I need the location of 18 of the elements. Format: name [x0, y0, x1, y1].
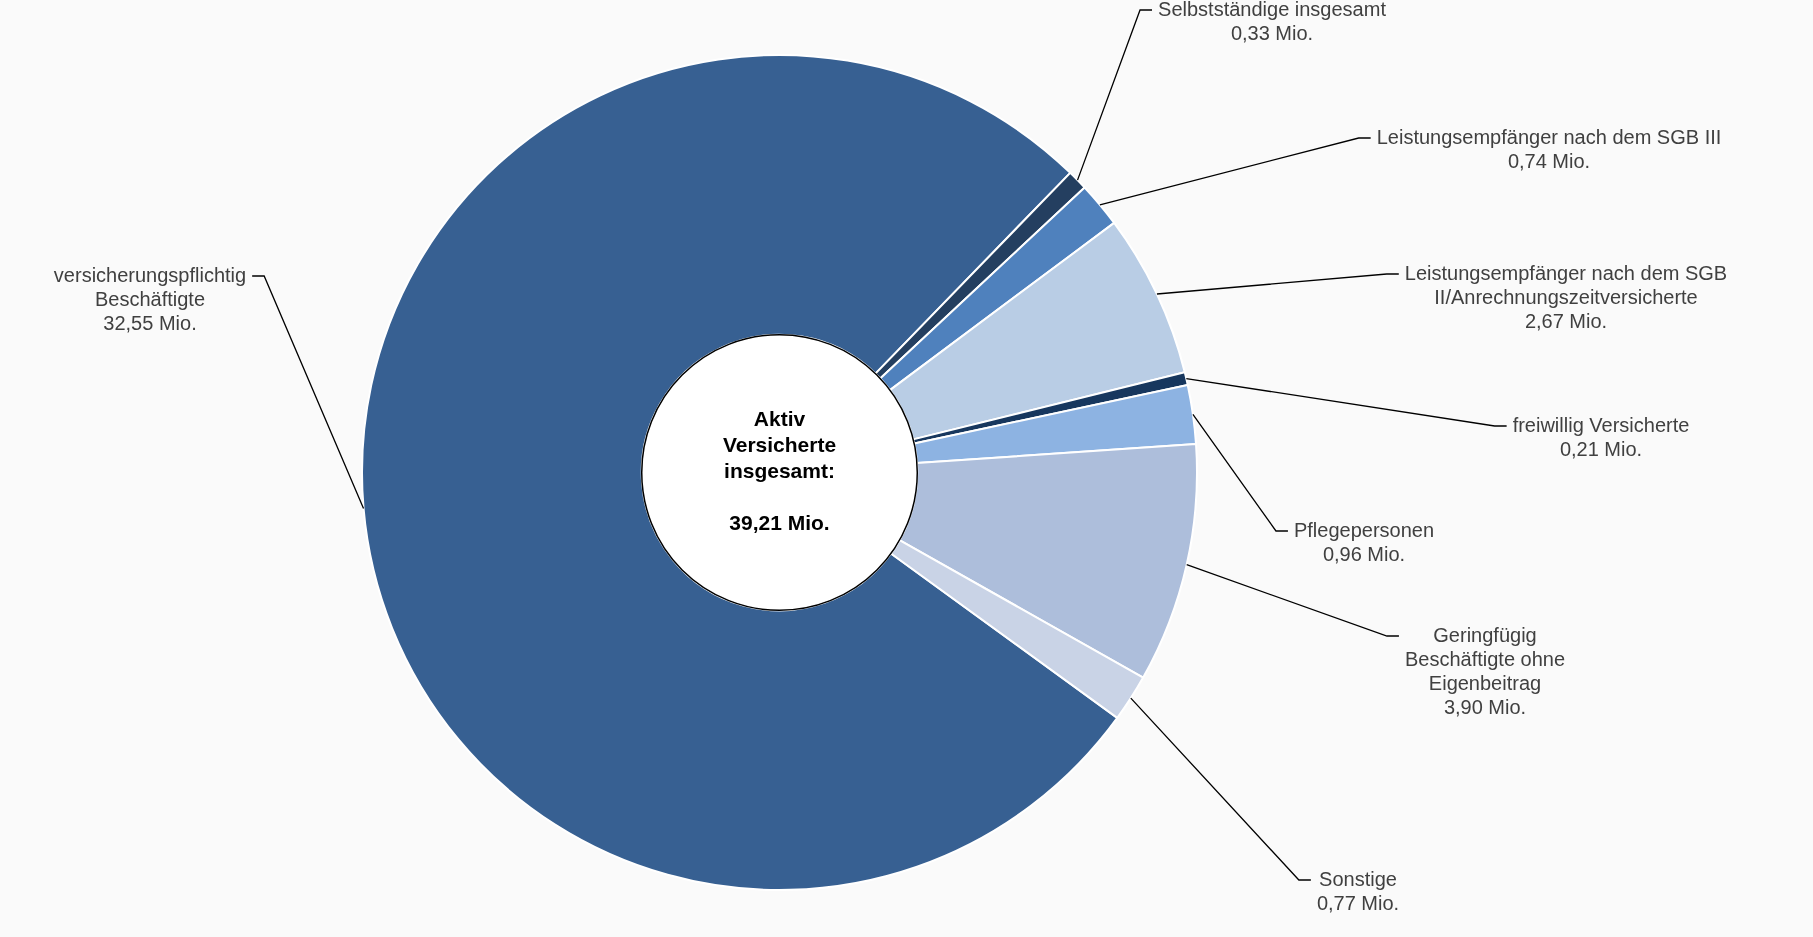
- slice-label: Selbstständige insgesamt: [1158, 0, 1387, 20]
- data-label: 2,67 Mio.: [1524, 309, 1608, 332]
- data-label: 0,33 Mio.: [1230, 21, 1314, 44]
- slice-label: freiwillig Versicherte: [1512, 413, 1690, 436]
- slice-label: versicherungspflichtig Beschäftigte: [53, 263, 247, 310]
- slice-label: Geringfügig Beschäftigte ohne Eigenbeitrag: [1404, 623, 1566, 694]
- data-label: 0,96 Mio.: [1322, 542, 1406, 565]
- slice-label: Pflegepersonen: [1293, 518, 1435, 541]
- text: Aktiv Versicherte insgesamt:: [722, 407, 837, 483]
- slice-label: Leistungsempfänger nach dem SGB III: [1376, 125, 1722, 148]
- slice-label: Leistungsempfänger nach dem SGB II/Anrechnungszeitversicherte: [1404, 261, 1728, 308]
- data-label: 0,77 Mio.: [1316, 891, 1400, 914]
- data-label: 0,74 Mio.: [1507, 149, 1591, 172]
- text: 39,21 Mio.: [729, 511, 830, 535]
- data-label: 0,21 Mio.: [1559, 437, 1643, 460]
- slice-label: Sonstige: [1319, 867, 1397, 890]
- data-label: 32,55 Mio.: [103, 311, 197, 334]
- data-label: 3,90 Mio.: [1443, 695, 1527, 718]
